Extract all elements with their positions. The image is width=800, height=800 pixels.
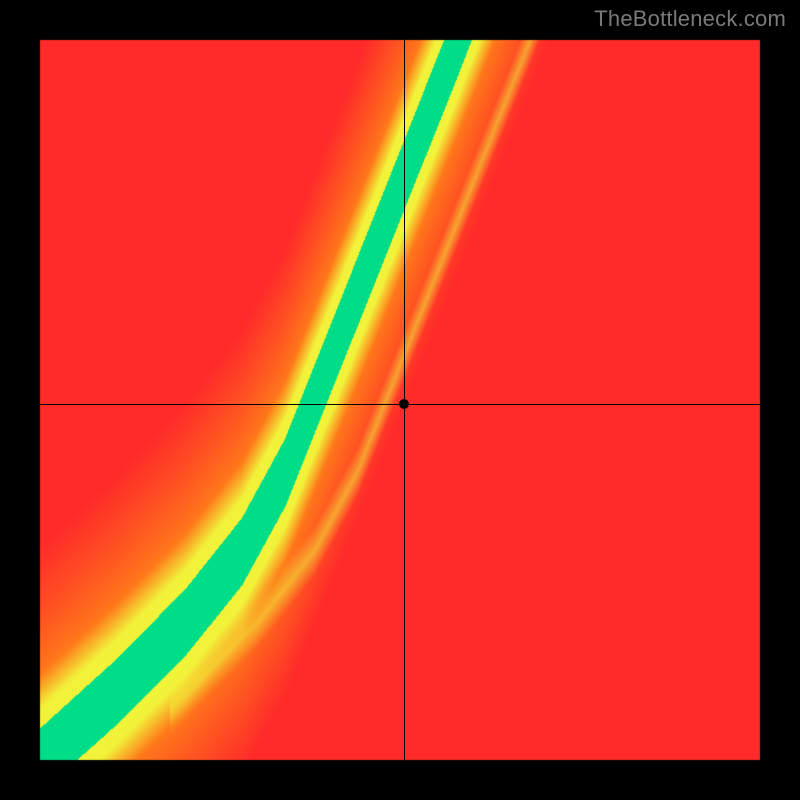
crosshair-marker (399, 399, 409, 409)
watermark-text: TheBottleneck.com (594, 6, 786, 32)
chart-container: TheBottleneck.com (0, 0, 800, 800)
